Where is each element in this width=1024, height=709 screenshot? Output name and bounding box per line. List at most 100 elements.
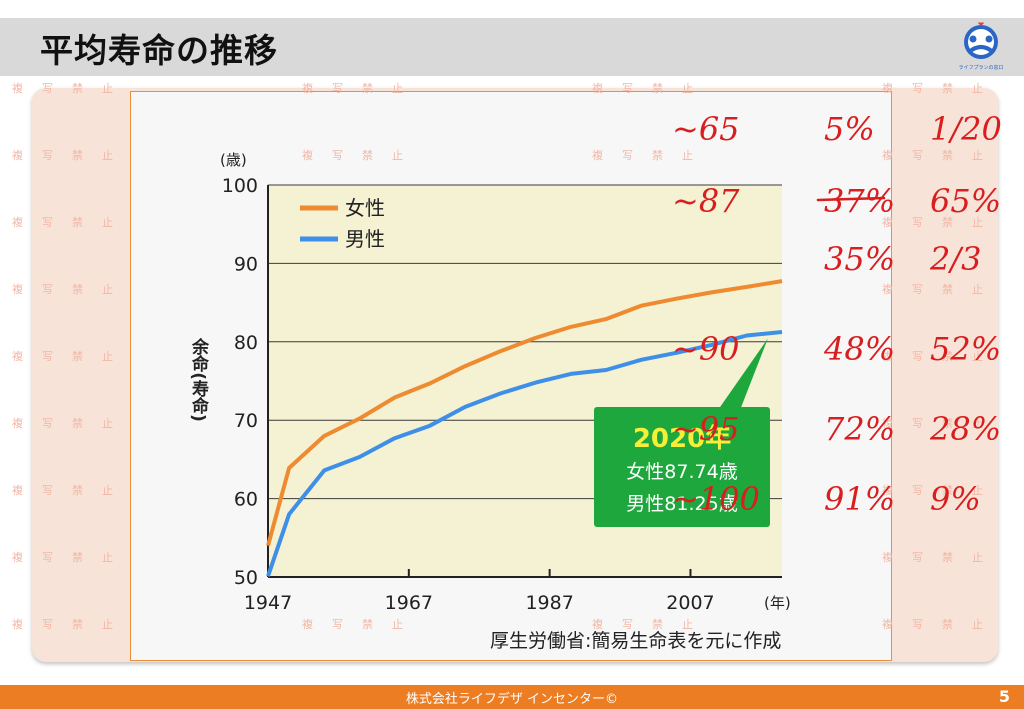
watermark-char: 止 — [102, 618, 113, 631]
watermark-char: 複 — [12, 148, 23, 162]
watermark-char: 写 — [912, 216, 923, 229]
series-line-male — [266, 330, 783, 577]
watermark-char: 禁 — [362, 82, 373, 95]
watermark-char: 写 — [42, 82, 53, 95]
y-axis-label: 余命(寿命) — [188, 337, 210, 422]
handwritten-note: ~95 — [672, 410, 740, 448]
watermark-char: 止 — [972, 618, 983, 631]
watermark-char: 禁 — [72, 283, 83, 296]
watermark-char: 写 — [332, 82, 343, 95]
watermark-char: 止 — [682, 82, 693, 95]
y-tick-label: 100 — [222, 175, 258, 197]
watermark-char: 写 — [332, 149, 343, 162]
y-tick-label: 50 — [234, 567, 258, 589]
watermark-char: 禁 — [72, 417, 83, 430]
handwritten-note: 28% — [929, 410, 1001, 448]
y-tick-label: 80 — [234, 332, 258, 354]
handwritten-note: ~100 — [672, 480, 760, 518]
watermark-char: 止 — [102, 551, 113, 564]
page-number: 5 — [998, 687, 1010, 706]
watermark-char: 複 — [882, 617, 893, 631]
footer-text: 株式会社ライフデザ インセンター© — [405, 692, 619, 707]
handwritten-note: 48% — [823, 330, 895, 368]
title-bar — [0, 18, 1024, 76]
x-tick-label: 1967 — [385, 592, 433, 614]
watermark-char: 禁 — [652, 618, 663, 631]
legend-label: 男性 — [345, 227, 385, 251]
watermark-char: 複 — [12, 81, 23, 95]
watermark-char: 禁 — [942, 149, 953, 162]
callout-pointer — [718, 338, 768, 410]
watermark-char: 止 — [972, 149, 983, 162]
handwritten-note: 72% — [824, 410, 895, 448]
watermark-char: 禁 — [942, 551, 953, 564]
watermark-char: 禁 — [72, 551, 83, 564]
watermark-char: 複 — [12, 617, 23, 631]
watermark-char: 禁 — [72, 82, 83, 95]
watermark-char: 止 — [392, 149, 403, 162]
x-tick-label: 1947 — [244, 592, 292, 614]
watermark-char: 禁 — [72, 216, 83, 229]
watermark-char: 複 — [12, 483, 23, 497]
watermark-char: 写 — [42, 484, 53, 497]
watermark-char: 写 — [42, 350, 53, 363]
watermark-char: 禁 — [72, 350, 83, 363]
x-unit-label: (年) — [764, 594, 791, 612]
handwritten-note: 35% — [824, 240, 895, 278]
y-unit-label: (歳) — [220, 151, 247, 169]
watermark-char: 複 — [882, 215, 893, 229]
watermark-char: 禁 — [362, 618, 373, 631]
handwritten-note: 91% — [824, 480, 895, 518]
source-note: 厚生労働省:簡易生命表を元に作成 — [490, 630, 782, 652]
watermark-char: 複 — [882, 550, 893, 564]
watermark-char: 複 — [882, 282, 893, 296]
watermark-char: 禁 — [942, 283, 953, 296]
watermark-char: 止 — [102, 484, 113, 497]
watermark-char: 複 — [12, 215, 23, 229]
watermark-char: 複 — [882, 483, 893, 497]
watermark-char: 写 — [912, 350, 923, 363]
watermark-char: 写 — [622, 149, 633, 162]
watermark-char: 禁 — [942, 350, 953, 363]
handwritten-note: ~87 — [672, 182, 740, 220]
tick-labels: 50 60 70 80 90 100 1947 1967 1987 2007 (歳) (年) 余命(寿命… — [188, 151, 791, 614]
watermark-char: 止 — [102, 216, 113, 229]
watermark-char: 写 — [912, 551, 923, 564]
watermark-char: 写 — [332, 618, 343, 631]
watermark-char: 複 — [592, 148, 603, 162]
callout-female: 女性87.74歳 — [626, 461, 737, 483]
watermark-char: 複 — [882, 148, 893, 162]
watermark-char: 複 — [592, 81, 603, 95]
callout-box — [594, 407, 770, 527]
watermark-char: 複 — [12, 349, 23, 363]
watermark-char: 禁 — [942, 82, 953, 95]
watermark-char: 止 — [682, 618, 693, 631]
watermark-char: 写 — [622, 82, 633, 95]
watermark-char: 写 — [912, 82, 923, 95]
watermark-char: 禁 — [652, 149, 663, 162]
handwritten-note: 52% — [930, 330, 1001, 368]
life-plan-logo-icon: ライフプランの窓口 — [958, 22, 1004, 71]
handwritten-note: ~90 — [672, 330, 740, 368]
watermark-char: 禁 — [942, 618, 953, 631]
watermark-char: 写 — [42, 216, 53, 229]
callout-title: 2020年 — [633, 423, 731, 454]
legend-label: 女性 — [345, 196, 385, 220]
watermark-char: 写 — [42, 149, 53, 162]
watermark-char: 写 — [42, 417, 53, 430]
watermark-char: 複 — [302, 148, 313, 162]
handwritten-note: 37% — [824, 182, 895, 220]
watermark-char: 禁 — [72, 618, 83, 631]
strikethrough-mark — [816, 196, 886, 202]
watermark-char: 禁 — [72, 149, 83, 162]
watermark-char: 止 — [972, 216, 983, 229]
y-tick-label: 70 — [234, 410, 258, 432]
logo-label: ライフプランの窓口 — [958, 64, 1003, 71]
watermark-char: 写 — [912, 283, 923, 296]
watermark-char: 複 — [12, 550, 23, 564]
watermark-char: 止 — [972, 484, 983, 497]
y-tick-label: 60 — [234, 489, 258, 511]
series-lines — [266, 279, 783, 577]
